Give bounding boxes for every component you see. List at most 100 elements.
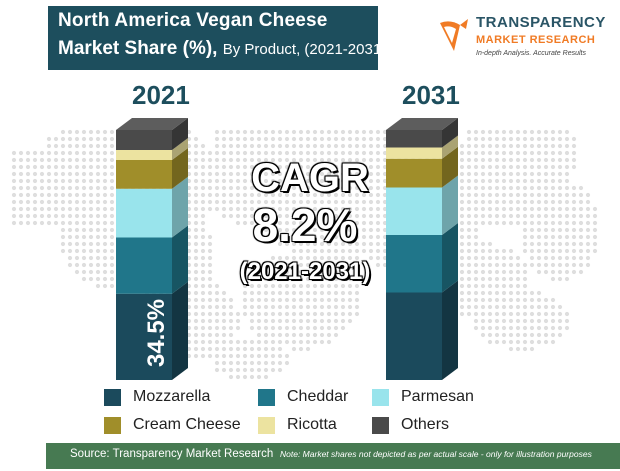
year-label-2021: 2021 xyxy=(132,80,190,110)
map-dot xyxy=(291,304,297,310)
map-dot xyxy=(60,129,66,135)
bar-2021-ricotta-side xyxy=(172,138,188,160)
map-dot xyxy=(88,136,94,142)
map-dot xyxy=(557,171,563,177)
map-dot xyxy=(256,276,262,282)
map-dot xyxy=(207,325,213,331)
map-dot xyxy=(340,255,346,261)
map-dot xyxy=(235,192,241,198)
map-dot xyxy=(67,171,73,177)
map-dot xyxy=(235,136,241,142)
map-dot xyxy=(501,220,507,226)
map-dot xyxy=(39,220,45,226)
map-dot xyxy=(466,290,472,296)
map-dot xyxy=(284,213,290,219)
map-dot xyxy=(564,262,570,268)
map-dot xyxy=(466,129,472,135)
map-dot xyxy=(277,192,283,198)
map-dot xyxy=(74,255,80,261)
map-dot xyxy=(284,325,290,331)
map-dot xyxy=(284,339,290,345)
map-dot xyxy=(508,150,514,156)
map-dot xyxy=(270,276,276,282)
map-dot xyxy=(515,164,521,170)
map-dot xyxy=(284,206,290,212)
map-dot xyxy=(298,248,304,254)
map-dot xyxy=(298,325,304,331)
map-dot xyxy=(228,199,234,205)
map-dot xyxy=(109,206,115,212)
map-dot xyxy=(11,213,17,219)
map-dot xyxy=(270,325,276,331)
map-dot xyxy=(459,206,465,212)
map-dot xyxy=(109,220,115,226)
map-dot xyxy=(270,136,276,142)
map-dot xyxy=(277,297,283,303)
map-dot xyxy=(473,262,479,268)
map-dot xyxy=(46,213,52,219)
map-dot xyxy=(200,178,206,184)
map-dot xyxy=(284,164,290,170)
map-dot xyxy=(39,150,45,156)
map-dot xyxy=(298,234,304,240)
map-dot xyxy=(361,157,367,163)
map-dot xyxy=(221,157,227,163)
map-dot xyxy=(284,332,290,338)
map-dot xyxy=(298,332,304,338)
map-dot xyxy=(529,304,535,310)
map-dot xyxy=(536,157,542,163)
map-dot xyxy=(249,157,255,163)
map-dot xyxy=(473,129,479,135)
map-dot xyxy=(221,185,227,191)
map-dot xyxy=(256,171,262,177)
map-dot xyxy=(102,171,108,177)
map-dot xyxy=(459,143,465,149)
map-dot xyxy=(375,143,381,149)
map-dot xyxy=(193,157,199,163)
map-dot xyxy=(480,157,486,163)
map-dot xyxy=(256,297,262,303)
map-dot xyxy=(270,178,276,184)
map-dot xyxy=(221,367,227,373)
map-dot xyxy=(235,311,241,317)
map-dot xyxy=(571,192,577,198)
map-dot xyxy=(508,248,514,254)
map-dot xyxy=(340,220,346,226)
map-dot xyxy=(543,241,549,247)
map-dot xyxy=(242,150,248,156)
map-dot xyxy=(508,164,514,170)
map-dot xyxy=(193,269,199,275)
map-dot xyxy=(571,269,577,275)
map-dot xyxy=(564,248,570,254)
map-dot xyxy=(235,360,241,366)
map-dot xyxy=(88,157,94,163)
map-dot xyxy=(508,171,514,177)
map-dot xyxy=(284,157,290,163)
map-dot xyxy=(305,304,311,310)
map-dot xyxy=(95,227,101,233)
map-dot xyxy=(494,206,500,212)
map-dot xyxy=(235,143,241,149)
map-dot xyxy=(494,276,500,282)
map-dot xyxy=(221,360,227,366)
map-dot xyxy=(319,290,325,296)
map-dot xyxy=(515,290,521,296)
map-dot xyxy=(263,297,269,303)
map-dot xyxy=(32,220,38,226)
map-dot xyxy=(487,192,493,198)
map-dot xyxy=(81,213,87,219)
map-dot xyxy=(81,192,87,198)
map-dot xyxy=(494,143,500,149)
map-dot xyxy=(487,164,493,170)
bar-2031-others xyxy=(386,118,458,148)
map-dot xyxy=(46,157,52,163)
map-dot xyxy=(200,283,206,289)
map-dot xyxy=(333,227,339,233)
map-dot xyxy=(95,136,101,142)
map-dot xyxy=(592,227,598,233)
map-dot xyxy=(473,318,479,324)
map-dot xyxy=(263,360,269,366)
map-dot xyxy=(585,255,591,261)
map-dot xyxy=(585,206,591,212)
map-dot xyxy=(508,304,514,310)
